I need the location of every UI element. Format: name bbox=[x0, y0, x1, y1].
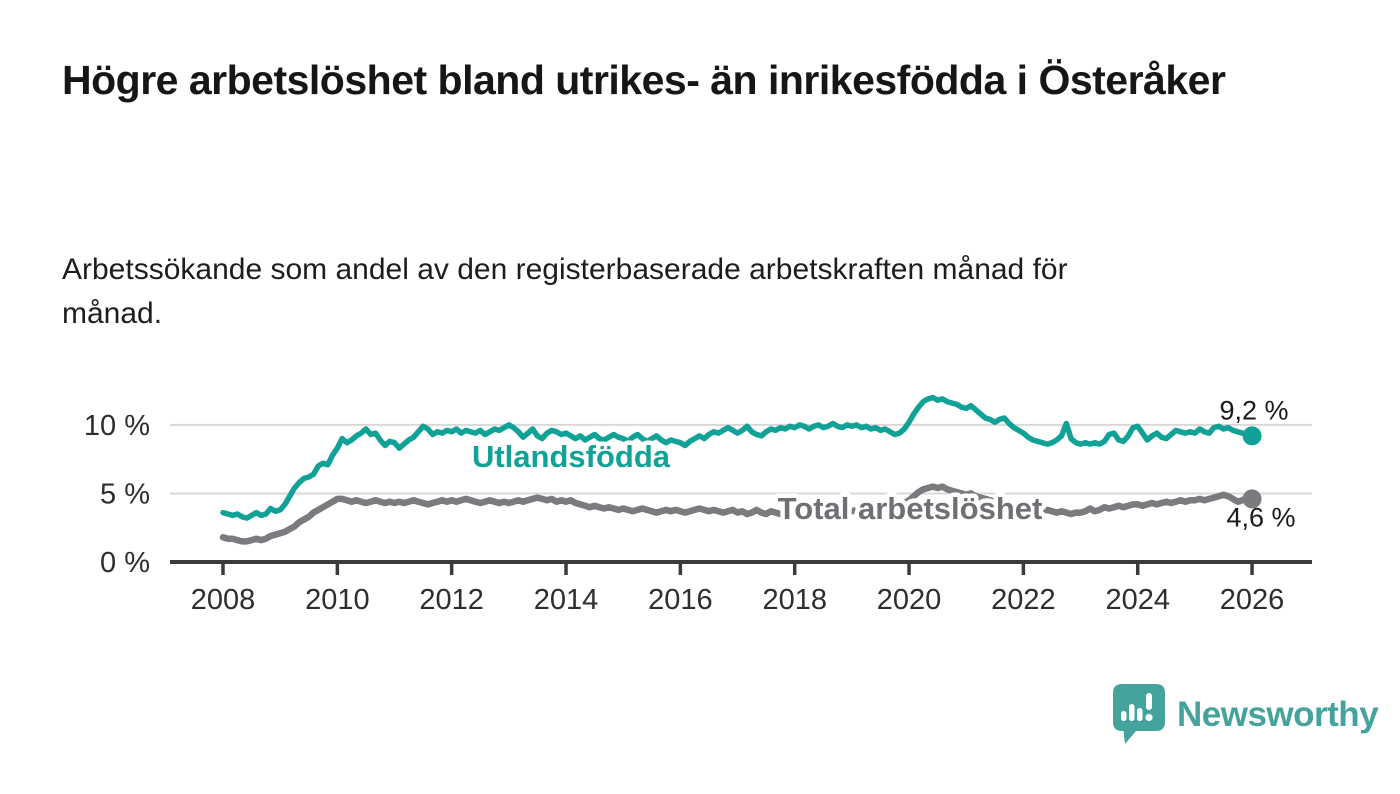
x-tick-label: 2020 bbox=[877, 584, 942, 616]
x-tick-label: 2016 bbox=[648, 584, 713, 616]
x-tick-label: 2012 bbox=[419, 584, 484, 616]
series-label: Total arbetslöshet bbox=[778, 491, 1043, 526]
end-value-label: 9,2 % bbox=[1219, 395, 1288, 425]
x-tick-label: 2010 bbox=[305, 584, 370, 616]
bar-chart-speech-bubble-icon bbox=[1113, 684, 1165, 744]
series-label: Utlandsfödda bbox=[472, 439, 671, 474]
series-line-total bbox=[219, 483, 1256, 545]
x-tick-label: 2018 bbox=[762, 584, 827, 616]
x-tick-label: 2024 bbox=[1105, 584, 1170, 616]
end-value-label: 4,6 % bbox=[1226, 502, 1295, 532]
y-tick-label: 5 % bbox=[100, 479, 150, 511]
brand-name: Newsworthy bbox=[1177, 694, 1379, 734]
x-tick-label: 2014 bbox=[534, 584, 599, 616]
y-tick-label: 10 % bbox=[84, 410, 150, 442]
newsworthy-logo: Newsworthy bbox=[1112, 684, 1379, 745]
x-tick-label: 2022 bbox=[991, 584, 1056, 616]
series-end-dot bbox=[1242, 426, 1262, 446]
page-title: Högre arbetslöshet bland utrikes- än inr… bbox=[62, 57, 1226, 103]
x-tick-label: 2008 bbox=[191, 584, 256, 616]
y-tick-label: 0 % bbox=[100, 547, 150, 579]
x-tick-label: 2026 bbox=[1220, 584, 1285, 616]
series-line-utlandsfodda bbox=[220, 394, 1255, 521]
chart-subtitle: Arbetssökande som andel av den registerb… bbox=[62, 253, 1068, 330]
series-end-dot bbox=[1242, 489, 1262, 509]
